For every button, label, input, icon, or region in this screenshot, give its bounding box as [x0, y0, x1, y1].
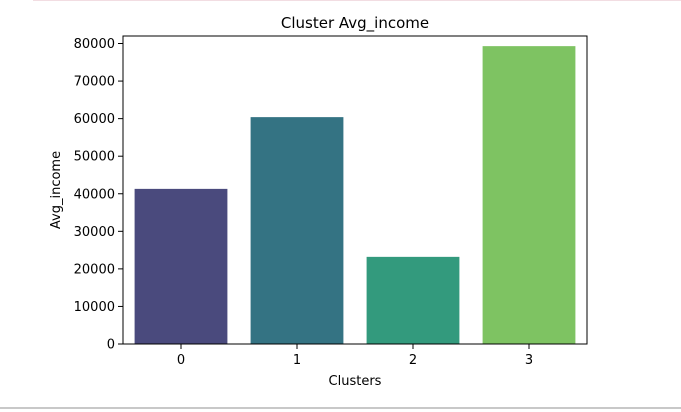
y-axis-ticks: 0 10000 20000 30000 40000 50000 60000 70000 8000… — [74, 37, 123, 353]
y-axis-label: Avg_income — [49, 151, 64, 229]
bottom-divider — [0, 407, 681, 409]
bar-cluster-0 — [134, 188, 228, 344]
x-tick-label: 1 — [293, 353, 301, 368]
y-tick-label: 50000 — [74, 150, 115, 165]
y-tick-label: 20000 — [74, 262, 115, 277]
x-axis-label: Clusters — [329, 374, 382, 389]
bar-cluster-3 — [482, 46, 576, 344]
bar-cluster-2 — [366, 256, 460, 344]
y-tick-label: 0 — [107, 338, 115, 353]
y-tick-label: 70000 — [74, 75, 115, 90]
plot-frame — [122, 35, 588, 345]
bars — [134, 46, 576, 344]
top-divider — [33, 0, 681, 1]
y-tick-label: 40000 — [74, 187, 115, 202]
chart-title: Cluster Avg_income — [281, 14, 429, 33]
y-tick-label: 30000 — [74, 225, 115, 240]
x-tick-label: 0 — [177, 353, 185, 368]
x-tick-label: 3 — [525, 353, 533, 368]
y-tick-label: 10000 — [74, 300, 115, 315]
x-axis-ticks: 0 1 2 3 — [177, 344, 533, 368]
y-tick-label: 80000 — [74, 37, 115, 52]
y-tick-label: 60000 — [74, 112, 115, 127]
x-tick-label: 2 — [409, 353, 417, 368]
bar-cluster-1 — [250, 117, 344, 344]
